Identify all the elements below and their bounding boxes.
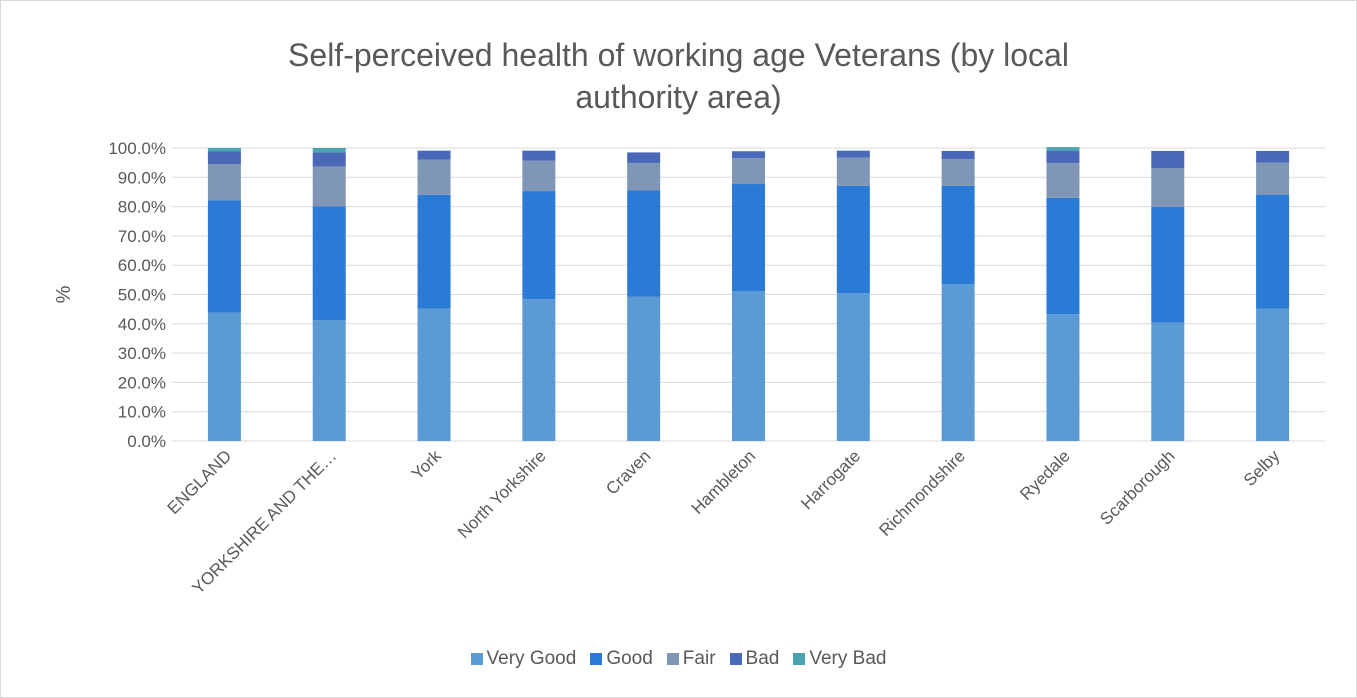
bar-segment-fair [312,166,346,207]
bar-segment-bad [1151,150,1185,169]
bar-segment-very-good [207,312,241,441]
y-tick-label: 80.0% [118,198,166,217]
legend-swatch [793,653,806,665]
legend-label: Good [606,648,653,669]
bar-segment-fair [207,164,241,201]
bar-segment-fair [1256,162,1290,195]
bar-segment-good [627,190,661,297]
legend-swatch [666,653,679,665]
bar-segment-good [1046,197,1080,315]
y-tick-label: 70.0% [118,227,166,246]
x-tick-label: North Yorkshire [454,446,550,542]
bar-segment-very-good [417,308,451,441]
y-tick-label: 30.0% [118,344,166,363]
bar-segment-bad [836,150,870,158]
bar-segment-very-good [627,296,661,441]
legend-label: Very Bad [809,648,887,669]
legend-label: Bad [745,648,780,669]
bar-segment-fair [1046,162,1080,198]
y-tick-label: 10.0% [118,403,166,422]
bar-segment-very-good [312,320,346,441]
x-tick-label: Richmondshire [875,446,969,540]
x-tick-label: Scarborough [1096,446,1178,528]
y-tick-label: 20.0% [118,373,166,392]
bar-segment-good [312,206,346,321]
bar-segment-bad [1046,150,1080,163]
bar-segment-very-bad [207,148,241,152]
y-tick-label: 40.0% [118,315,166,334]
bar-segment-very-good [1046,314,1080,441]
legend-swatch [729,653,742,665]
legend-item: Bad [729,648,780,670]
bar-segment-bad [207,151,241,165]
bar-segment-good [732,184,765,291]
bar-segment-very-bad [312,148,346,153]
bar-segment-fair [1151,168,1185,207]
chart-title: Self-perceived health of working age Vet… [288,37,1069,115]
bar-segment-very-good [941,284,975,441]
y-tick-label: 50.0% [118,286,166,305]
bar-segment-bad [1256,150,1290,163]
bar-segment-very-good [732,290,765,441]
bar-segment-fair [627,162,661,191]
x-tick-label: York [408,446,445,483]
x-tick-label: Selby [1240,446,1284,490]
bar-segment-bad [417,150,451,160]
chart-legend: Very Good Good Fair Bad Very Bad [0,648,1357,670]
bar-segment-good [1256,194,1290,309]
y-tick-label: 90.0% [118,168,166,187]
bar-segment-good [1151,206,1185,323]
bar-segment-fair [732,158,765,185]
x-tick-label: Hambleton [688,446,760,518]
chart-title-wrap: Self-perceived health of working age Vet… [0,34,1357,118]
bar-segment-bad [627,152,661,163]
bar-segment-bad [522,150,556,161]
y-tick-label: 0.0% [127,432,166,451]
bar-segment-good [941,185,975,285]
legend-item: Good [590,648,653,670]
x-tick-label: Craven [602,446,654,498]
legend-label: Very Good [486,648,577,669]
bar-segment-bad [941,150,975,160]
bar-segment-good [522,191,556,300]
bar-segment-bad [312,152,346,167]
legend-swatch [590,653,603,665]
bar-segment-bad [732,151,765,159]
bar-segment-very-good [1151,322,1185,441]
bar-segment-good [207,200,241,313]
bar-segment-very-good [522,299,556,441]
bar-segment-very-good [836,293,870,441]
bar-segment-very-good [1256,308,1290,441]
bar-segment-good [417,194,451,309]
y-tick-label: 100.0% [108,139,166,158]
x-tick-label: Ryedale [1016,446,1074,504]
bar-segment-fair [417,159,451,195]
bar-segment-good [836,185,870,294]
legend-label: Fair [682,648,716,669]
x-tick-label: ENGLAND [164,446,236,518]
legend-item: Fair [666,648,716,670]
bar-segment-fair [941,159,975,186]
y-tick-label: 60.0% [118,256,166,275]
x-tick-label: Harrogate [797,446,864,513]
legend-item: Very Bad [793,648,886,670]
legend-item: Very Good [470,648,577,670]
legend-swatch [470,653,483,665]
bar-segment-fair [522,160,556,192]
bar-segment-fair [836,157,870,186]
bar-segment-very-bad [1046,147,1080,151]
y-axis-label: % [53,285,75,303]
